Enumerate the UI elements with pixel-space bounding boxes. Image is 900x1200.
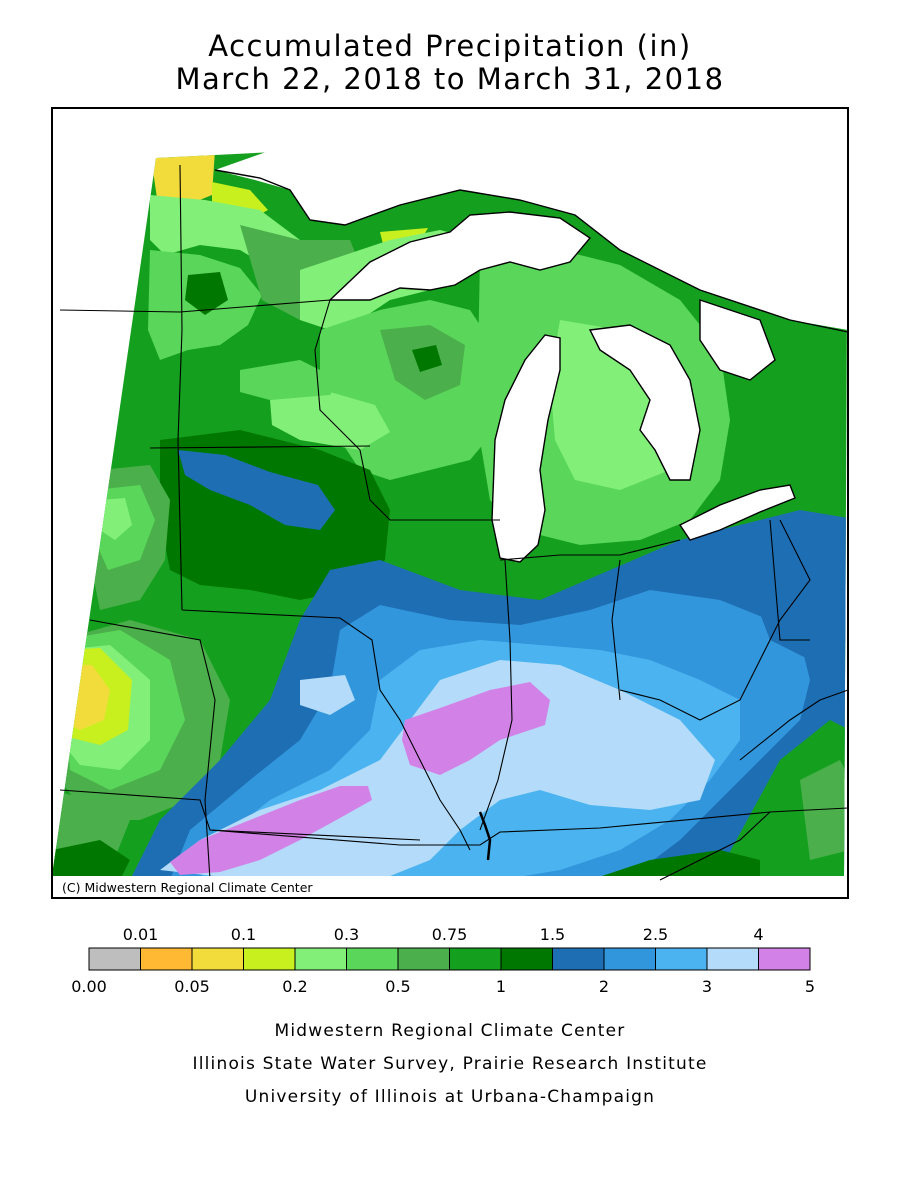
legend-bottom-label: 0.05 [174, 977, 210, 996]
mississippi-river [478, 811, 492, 861]
lake-michigan [491, 334, 561, 563]
legend-swatch [552, 947, 605, 971]
legend-bottom-labels: 0.00 0.05 0.2 0.5 1 2 3 5 [71, 977, 815, 996]
legend-top-label: 2.5 [643, 925, 668, 944]
legend-bottom-label: 3 [702, 977, 712, 996]
canada-border [214, 169, 849, 333]
lake-superior [328, 211, 592, 301]
legend-swatch [449, 947, 502, 971]
lake-huron [588, 324, 701, 481]
precipitation-legend: 0.01 0.1 0.3 0.75 1.5 2.5 4 0.00 0.05 0.2 0.5 1 2 3 5 [71, 925, 815, 996]
lake-erie [678, 484, 796, 541]
footer-survey: Illinois State Water Survey, Prairie Res… [192, 1054, 708, 1074]
legend-bottom-label: 5 [805, 977, 815, 996]
legend-swatches [88, 947, 811, 971]
lake-ontario-region [699, 299, 776, 381]
footer-organization: Midwestern Regional Climate Center [274, 1021, 626, 1041]
legend-bottom-label: 0.5 [385, 977, 410, 996]
map-title-line-1: Accumulated Precipitation (in) [208, 29, 692, 63]
legend-top-label: 1.5 [540, 925, 565, 944]
legend-swatch [140, 947, 193, 971]
copyright-box [53, 876, 337, 897]
legend-bottom-label: 0.2 [282, 977, 307, 996]
state-borders [59, 164, 849, 881]
legend-swatch [706, 947, 759, 971]
legend-swatch [397, 947, 450, 971]
legend-swatch [346, 947, 399, 971]
footer-university: University of Illinois at Urbana-Champai… [244, 1087, 656, 1107]
legend-swatch [758, 947, 811, 971]
precip-zone-1.5-2 [178, 450, 335, 530]
precip-zone-0.05-0.1 [150, 150, 215, 208]
canada-blank [215, 118, 848, 330]
precipitation-fill [52, 123, 848, 876]
legend-swatch [243, 947, 296, 971]
great-lakes [328, 211, 796, 563]
legend-top-label: 0.3 [334, 925, 359, 944]
precipitation-map: (C) Midwestern Regional Climate Center [51, 107, 849, 899]
legend-top-label: 0.1 [231, 925, 256, 944]
legend-swatch [500, 947, 553, 971]
map-title-line-2: March 22, 2018 to March 31, 2018 [175, 62, 725, 96]
legend-top-labels: 0.01 0.1 0.3 0.75 1.5 2.5 4 [123, 925, 764, 944]
legend-swatch [88, 947, 141, 971]
legend-swatch [603, 947, 656, 971]
map-frame [51, 107, 849, 899]
legend-swatch [294, 947, 347, 971]
legend-bottom-label: 2 [599, 977, 609, 996]
legend-bottom-label: 0.00 [71, 977, 107, 996]
legend-top-label: 0.01 [123, 925, 159, 944]
precip-zone-4-5 [402, 682, 550, 775]
legend-top-label: 4 [753, 925, 763, 944]
legend-swatch [655, 947, 708, 971]
legend-top-label: 0.75 [432, 925, 468, 944]
copyright-label: (C) Midwestern Regional Climate Center [62, 880, 313, 895]
legend-bottom-label: 1 [496, 977, 506, 996]
legend-swatch [191, 947, 244, 971]
